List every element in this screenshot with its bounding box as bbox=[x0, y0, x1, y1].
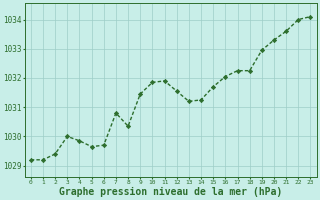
X-axis label: Graphe pression niveau de la mer (hPa): Graphe pression niveau de la mer (hPa) bbox=[59, 186, 282, 197]
